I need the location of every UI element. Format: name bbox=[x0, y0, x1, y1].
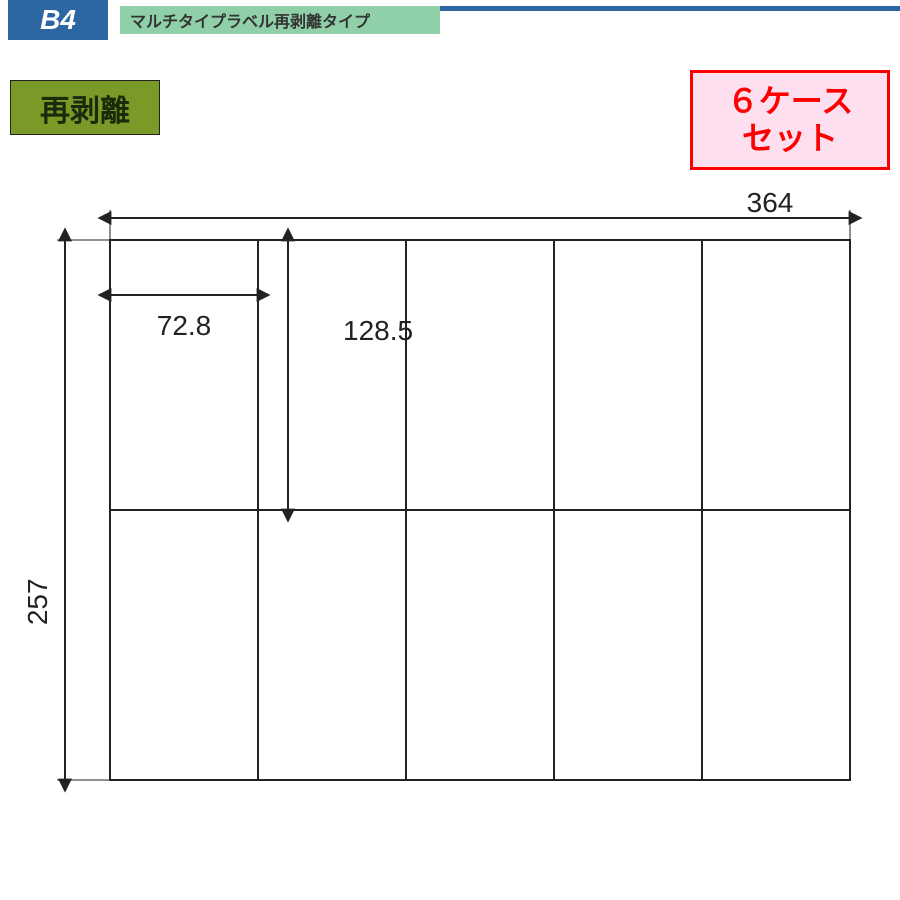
saihakuri-badge: 再剥離 bbox=[10, 80, 160, 135]
case-set-line1: ６ケース bbox=[727, 83, 853, 120]
size-code-badge: B4 bbox=[8, 0, 108, 40]
top-stripe bbox=[440, 6, 900, 11]
case-set-badge: ６ケース セット bbox=[690, 70, 890, 170]
subtitle-text: マルチタイプラベル再剥離タイプ bbox=[130, 8, 370, 32]
label-sheet-diagram: 36425772.8128.5 bbox=[20, 200, 880, 880]
dim-cellwidth-text: 72.8 bbox=[157, 310, 212, 341]
dim-width-text: 364 bbox=[747, 187, 794, 218]
subtitle-bar: マルチタイプラベル再剥離タイプ bbox=[120, 6, 440, 34]
saihakuri-text: 再剥離 bbox=[40, 86, 130, 130]
diagram-svg: 36425772.8128.5 bbox=[20, 200, 880, 880]
size-code-text: B4 bbox=[40, 4, 76, 36]
canvas: B4 マルチタイプラベル再剥離タイプ 再剥離 ６ケース セット 364 257 72… bbox=[0, 0, 900, 900]
dim-cellheight-text: 128.5 bbox=[343, 315, 413, 346]
top-bar: B4 マルチタイプラベル再剥離タイプ bbox=[0, 0, 900, 40]
dim-height-text: 257 bbox=[22, 578, 53, 625]
case-set-line2: セット bbox=[742, 120, 838, 157]
